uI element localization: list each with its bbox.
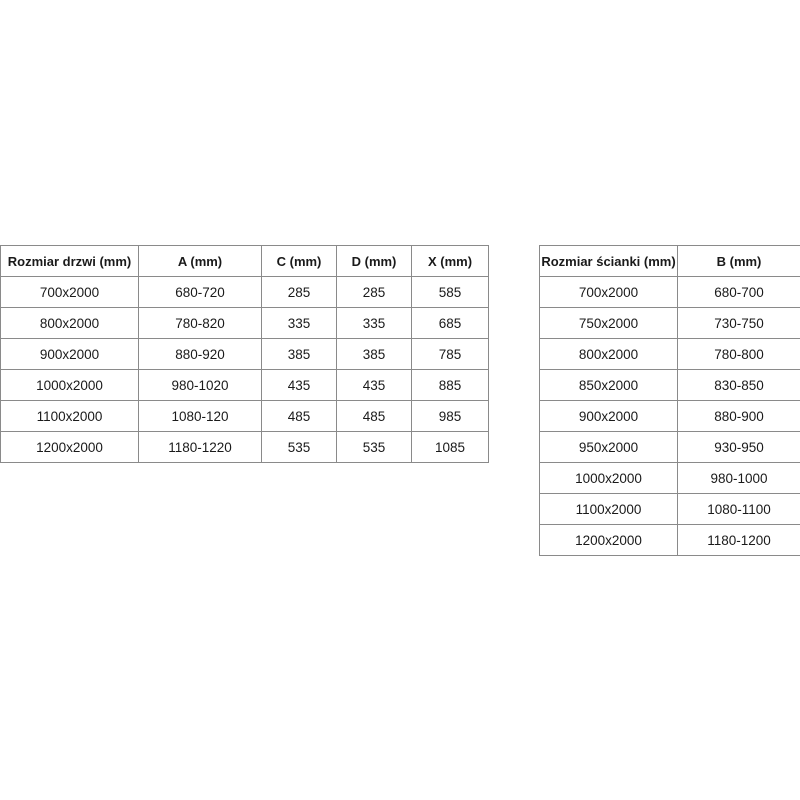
table-row: 850x2000 830-850 [539,369,800,401]
table-cell: 535 [336,431,412,463]
table-row: 950x2000 930-950 [539,431,800,463]
table-cell: 535 [261,431,337,463]
table-cell: 1200x2000 [539,524,678,556]
column-header: B (mm) [677,245,800,277]
table-cell: 1085 [411,431,489,463]
table-cell: 930-950 [677,431,800,463]
table-cell: 1100x2000 [539,493,678,525]
table-cell: 980-1000 [677,462,800,494]
table-cell: 780-800 [677,338,800,370]
table-cell: 1180-1220 [138,431,262,463]
table-cell: 750x2000 [539,307,678,339]
table-cell: 1200x2000 [0,431,139,463]
table-cell: 385 [261,338,337,370]
table-row: 800x2000 780-800 [539,338,800,370]
column-header: Rozmiar ścianki (mm) [539,245,678,277]
table-cell: 885 [411,369,489,401]
table-cell: 900x2000 [0,338,139,370]
table-row: 900x2000 880-900 [539,400,800,432]
table-row: 1200x2000 1180-1220 535 535 1085 [0,431,489,463]
table-cell: 900x2000 [539,400,678,432]
table-cell: 700x2000 [0,276,139,308]
table-cell: 1080-120 [138,400,262,432]
table-cell: 730-750 [677,307,800,339]
table-cell: 780-820 [138,307,262,339]
table-cell: 850x2000 [539,369,678,401]
table-cell: 950x2000 [539,431,678,463]
column-header: Rozmiar drzwi (mm) [0,245,139,277]
table-row: 700x2000 680-700 [539,276,800,308]
table-cell: 800x2000 [539,338,678,370]
table-cell: 335 [336,307,412,339]
table-cell: 385 [336,338,412,370]
table-row: 1100x2000 1080-120 485 485 985 [0,400,489,432]
table-cell: 985 [411,400,489,432]
table-cell: 830-850 [677,369,800,401]
table-cell: 1100x2000 [0,400,139,432]
wall-size-table: Rozmiar ścianki (mm) B (mm) 700x2000 680-7… [539,245,800,556]
table-cell: 485 [261,400,337,432]
table-cell: 485 [336,400,412,432]
table-cell: 285 [336,276,412,308]
header-row: Rozmiar ścianki (mm) B (mm) [539,245,800,277]
table-cell: 685 [411,307,489,339]
table-cell: 1000x2000 [539,462,678,494]
table-row: 700x2000 680-720 285 285 585 [0,276,489,308]
table-cell: 1080-1100 [677,493,800,525]
table-cell: 435 [261,369,337,401]
table-row: 1100x2000 1080-1100 [539,493,800,525]
table-cell: 285 [261,276,337,308]
table-cell: 1000x2000 [0,369,139,401]
column-header: D (mm) [336,245,412,277]
column-header: C (mm) [261,245,337,277]
table-cell: 585 [411,276,489,308]
column-header: X (mm) [411,245,489,277]
table-row: 800x2000 780-820 335 335 685 [0,307,489,339]
table-cell: 880-920 [138,338,262,370]
column-header: A (mm) [138,245,262,277]
table-cell: 435 [336,369,412,401]
table-cell: 335 [261,307,337,339]
table-cell: 680-700 [677,276,800,308]
table-row: 750x2000 730-750 [539,307,800,339]
header-row: Rozmiar drzwi (mm) A (mm) C (mm) D (mm) X (m… [0,245,489,277]
table-row: 1200x2000 1180-1200 [539,524,800,556]
table-cell: 980-1020 [138,369,262,401]
table-cell: 1180-1200 [677,524,800,556]
door-size-table: Rozmiar drzwi (mm) A (mm) C (mm) D (mm) X (m… [0,245,489,463]
table-cell: 800x2000 [0,307,139,339]
table-row: 1000x2000 980-1020 435 435 885 [0,369,489,401]
table-cell: 880-900 [677,400,800,432]
table-row: 900x2000 880-920 385 385 785 [0,338,489,370]
table-cell: 700x2000 [539,276,678,308]
table-row: 1000x2000 980-1000 [539,462,800,494]
table-cell: 785 [411,338,489,370]
table-cell: 680-720 [138,276,262,308]
